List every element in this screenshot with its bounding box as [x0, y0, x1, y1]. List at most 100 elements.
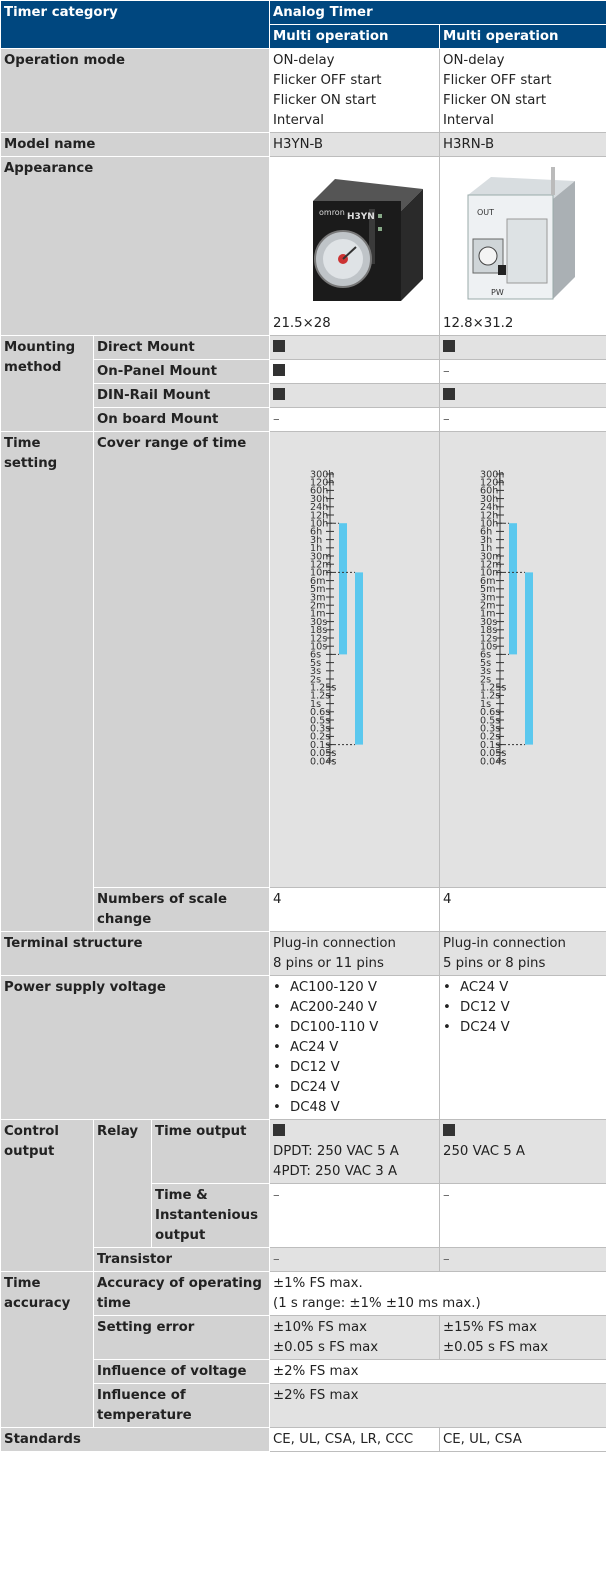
- scale-tick-label: 6s: [480, 650, 491, 661]
- scale-tick-label: 2m: [310, 601, 325, 612]
- multi-operation-header-2: Multi operation: [438, 24, 606, 49]
- filled-square-icon: [273, 340, 285, 352]
- power-col1: AC100-120 V AC200-240 V DC100-110 V AC24…: [269, 975, 440, 1120]
- setting-text: ±0.05 s FS max: [443, 1340, 549, 1355]
- scale-tick-label: 6m: [480, 576, 495, 587]
- direct-mount-label: Direct Mount: [93, 335, 270, 360]
- standards-label: Standards: [0, 1427, 270, 1452]
- accuracy-text: ±1% FS max.: [273, 1276, 363, 1291]
- control-output-row: Control output Relay Time output DPDT: 2…: [0, 1119, 606, 1272]
- time-accuracy-row: Time accuracy Accuracy of operating time…: [0, 1271, 606, 1428]
- output-text: DPDT: 250 VAC 5 A: [273, 1144, 399, 1159]
- terminal-text: 8 pins or 11 pins: [273, 956, 384, 971]
- scale-tick-label: 12s: [310, 633, 327, 644]
- scale-tick-label: 0.3s: [480, 724, 500, 735]
- out-text: OUT: [477, 208, 494, 217]
- time-setting-row: Time setting Cover range of time 300h 120…: [0, 431, 606, 932]
- cover-range-col1: 300h 120h 60h 30h 24h 12h 10h 6h 3h 1h 30m 12m 10m 6m…: [269, 431, 440, 888]
- scale-tick-label: 0.2s: [480, 732, 500, 743]
- scale-tick-label: 3m: [480, 592, 495, 603]
- scale-tick-label: 5s: [310, 658, 321, 669]
- standards-col2: CE, UL, CSA: [438, 1427, 606, 1452]
- time-output-label: Time output: [151, 1119, 270, 1184]
- appearance-size-col2: 12.8×31.2: [443, 316, 514, 331]
- terminal-row: Terminal structure Plug-in connection 8 …: [0, 931, 606, 976]
- scale-tick-label: 6h: [480, 527, 492, 538]
- scale-tick-label: 30h: [310, 494, 328, 505]
- transistor-label: Transistor: [93, 1247, 270, 1272]
- power-item: AC24 V: [273, 1038, 436, 1058]
- mode-text: ON-delay: [443, 53, 505, 68]
- power-item: DC12 V: [443, 998, 603, 1018]
- scale-tick-label: 12m: [310, 560, 332, 571]
- operating-accuracy-value: ±1% FS max. (1 s range: ±1% ±10 ms max.): [268, 1271, 606, 1316]
- time-accuracy-row: Setting error ±10% FS max ±0.05 s FS max…: [1, 1315, 606, 1360]
- scale-tick-label: 0.6s: [480, 707, 500, 718]
- multi-operation-header-1: Multi operation: [269, 24, 440, 49]
- din-rail-mount-label: DIN-Rail Mount: [93, 383, 270, 408]
- appearance-label: Appearance: [0, 156, 270, 336]
- scale-tick-label: 1.2s: [310, 691, 330, 702]
- scale-tick-label: 1s: [310, 699, 321, 710]
- on-panel-mount-col1: [269, 359, 440, 384]
- scale-tick-label: 10m: [310, 568, 332, 579]
- scale-tick-label: 0.1s: [310, 740, 330, 751]
- scale-tick-label: 2s: [480, 674, 491, 685]
- operation-mode-label: Operation mode: [0, 48, 270, 133]
- mounting-row: DIN-Rail Mount: [1, 383, 606, 408]
- accuracy-text: (1 s range: ±1% ±10 ms max.): [273, 1296, 481, 1311]
- mode-text: Flicker OFF start: [443, 73, 552, 88]
- scale-tick-label: 0.05s: [310, 748, 336, 759]
- on-panel-mount-col2: –: [438, 359, 606, 384]
- scale-tick-label: 6m: [310, 576, 325, 587]
- mounting-method-label: Mounting method: [0, 335, 94, 432]
- power-item: DC12 V: [273, 1058, 436, 1078]
- temperature-influence-value: ±2% FS max: [268, 1383, 606, 1428]
- analog-timer-header: Analog Timer: [268, 0, 606, 25]
- scale-tick-label: 12m: [480, 560, 502, 571]
- scale-tick-label: 1.25s: [480, 683, 506, 694]
- filled-square-icon: [273, 364, 285, 376]
- appearance-col1: omron H3YN 21.5×28: [269, 156, 440, 336]
- time-range-chart-col2: 300h 120h 60h 30h 24h 12h 10h 6h 3h 1h 30m 12m 10m 6m…: [440, 432, 606, 887]
- cover-range-col2: 300h 120h 60h 30h 24h 12h 10h 6h 3h 1h 30m 12m 10m 6m…: [438, 431, 606, 888]
- scale-tick-label: 0.5s: [480, 715, 500, 726]
- model-name-col2: H3RN-B: [438, 132, 606, 157]
- scale-tick-label: 60h: [480, 486, 498, 497]
- scale-tick-label: 300h: [310, 469, 334, 480]
- power-item: DC24 V: [273, 1078, 436, 1098]
- voltage-influence-label: Influence of voltage: [93, 1359, 270, 1384]
- range-bar: [509, 523, 517, 655]
- scale-tick-label: 120h: [310, 478, 334, 489]
- scale-tick-label: 3h: [310, 535, 322, 546]
- scale-tick-label: 24h: [310, 502, 328, 513]
- din-rail-mount-col1: [269, 383, 440, 408]
- output-text: 4PDT: 250 VAC 3 A: [273, 1164, 398, 1179]
- scale-tick-label: 3m: [310, 592, 325, 603]
- standards-col1: CE, UL, CSA, LR, CCC: [269, 1427, 440, 1452]
- operating-accuracy-label: Accuracy of operating time: [93, 1271, 270, 1316]
- transistor-col2: –: [438, 1247, 606, 1272]
- filled-square-icon: [443, 388, 455, 400]
- scale-tick-label: 2m: [480, 601, 495, 612]
- mode-text: Flicker ON start: [273, 93, 377, 108]
- scale-tick-label: 12h: [480, 510, 498, 521]
- setting-error-col1: ±10% FS max ±0.05 s FS max: [269, 1315, 440, 1360]
- power-supply-label: Power supply voltage: [0, 975, 270, 1120]
- scale-tick-label: 5m: [310, 584, 325, 595]
- setting-error-col2: ±15% FS max ±0.05 s FS max: [438, 1315, 606, 1360]
- mode-text: Flicker ON start: [443, 93, 547, 108]
- power-item: AC24 V: [443, 978, 603, 998]
- scale-tick-label: 0.1s: [480, 740, 500, 751]
- scale-tick-label: 12s: [480, 633, 497, 644]
- on-panel-mount-label: On-Panel Mount: [93, 359, 270, 384]
- setting-text: ±0.05 s FS max: [273, 1340, 379, 1355]
- model-name-label: Model name: [0, 132, 270, 157]
- time-range-chart-col1: 300h 120h 60h 30h 24h 12h 10h 6h 3h 1h 30m 12m 10m 6m…: [270, 432, 439, 887]
- scale-tick-label: 18s: [480, 625, 497, 636]
- scale-tick-label: 10s: [310, 642, 327, 653]
- header-row: Timer category Analog Timer: [0, 0, 606, 49]
- time-setting-label: Time setting: [0, 431, 94, 932]
- operation-mode-row: Operation mode ON-delay Flicker OFF star…: [0, 48, 606, 133]
- mode-text: ON-delay: [273, 53, 335, 68]
